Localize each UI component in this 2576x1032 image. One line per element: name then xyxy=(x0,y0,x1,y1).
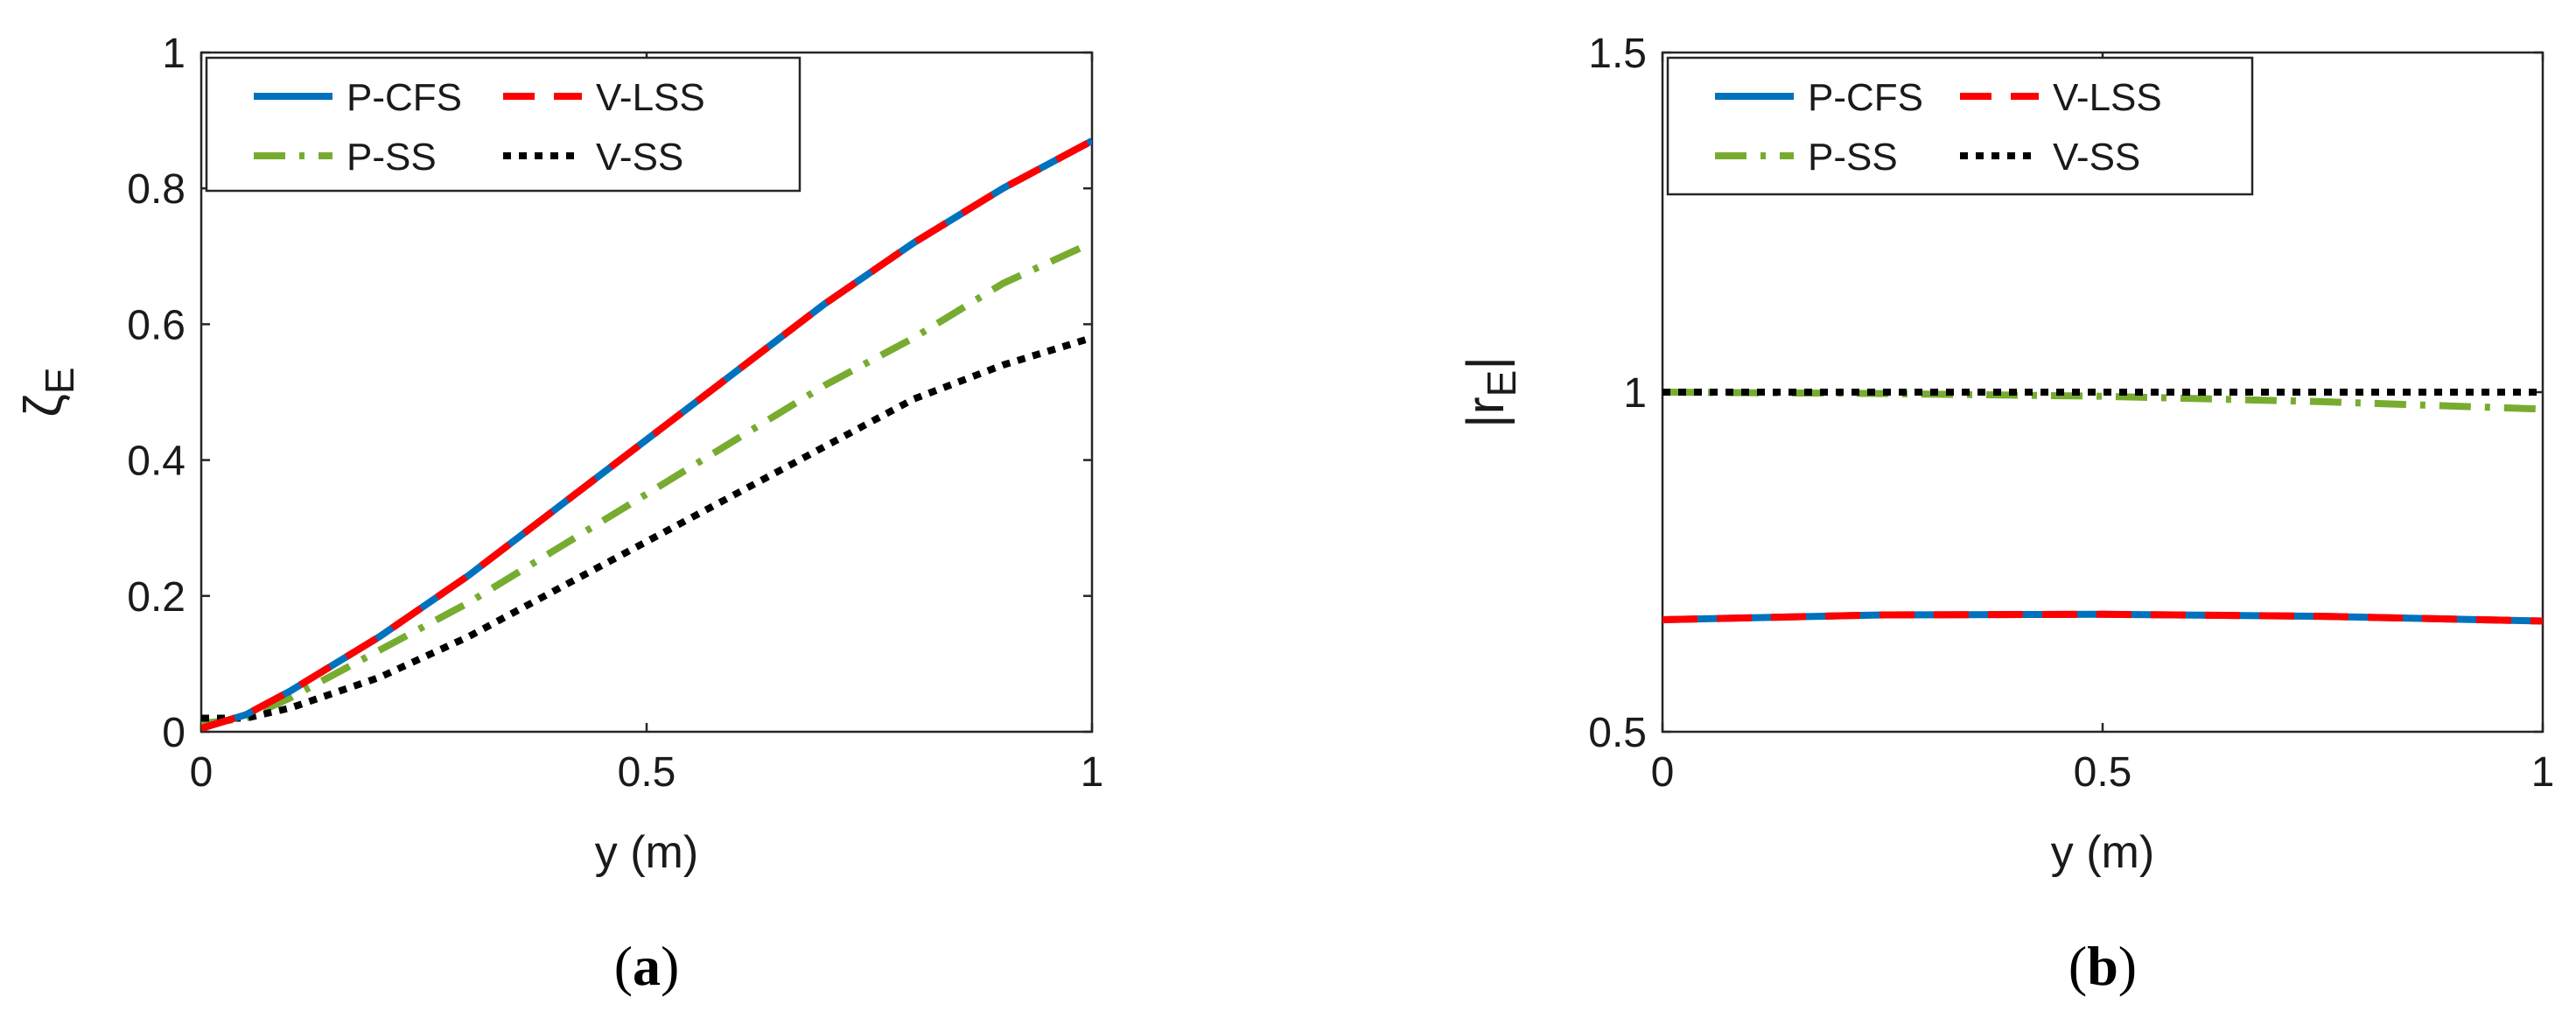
y-tick-label: 0.5 xyxy=(1588,710,1647,756)
legend-label-p-ss: P-SS xyxy=(1808,136,1898,179)
series-line-p-ss xyxy=(201,239,1092,727)
y-tick-label: 0.6 xyxy=(127,302,186,348)
x-axis-label: y (m) xyxy=(595,827,698,878)
series-line-v-ss xyxy=(201,334,1092,722)
chart-panel-1: 0 0.5 1 0 0.2 0.4 0.6 0.8 1 y (m) ζE P-CFS V-LSS P-SS… xyxy=(14,31,1103,997)
series-line-v-lss xyxy=(201,137,1092,732)
legend-label-p-cfs: P-CFS xyxy=(1808,76,1923,119)
y-tick-label: 0 xyxy=(162,710,186,756)
legend-label-v-ss: V-SS xyxy=(596,136,683,179)
y-axis-label: ζE xyxy=(14,367,82,417)
legend-label-p-ss: P-SS xyxy=(346,136,437,179)
y-axis-label-suffix: | xyxy=(1456,356,1515,370)
y-tick-label: 1 xyxy=(1623,370,1647,417)
y-axis-label-subscript: E xyxy=(37,367,82,394)
y-tick-label: 0.2 xyxy=(127,574,186,621)
y-tick-label: 0.8 xyxy=(127,166,186,213)
y-axis-label-main: ζ xyxy=(14,394,73,417)
legend-label-v-lss: V-LSS xyxy=(596,76,705,119)
series-lines xyxy=(201,137,1092,732)
legend-label-v-lss: V-LSS xyxy=(2053,76,2162,119)
x-tick-label: 0 xyxy=(1651,749,1675,796)
y-tick-label: 1.5 xyxy=(1588,31,1647,77)
y-axis-label-subscript: E xyxy=(1479,370,1524,397)
x-tick-label: 0.5 xyxy=(618,749,676,796)
legend: P-CFS V-LSS P-SS V-SS xyxy=(1666,56,2254,196)
x-axis-label: y (m) xyxy=(2051,827,2154,878)
panel-label: (a) xyxy=(614,935,680,997)
y-tick-label: 1 xyxy=(162,31,186,77)
y-axis-label: |rE| xyxy=(1456,356,1524,428)
x-tick-label: 1 xyxy=(2531,749,2555,796)
series-line-v-lss xyxy=(1662,610,2543,625)
y-tick-label: 0.4 xyxy=(127,439,186,485)
panel-label: (b) xyxy=(2068,935,2137,997)
legend-label-v-ss: V-SS xyxy=(2053,136,2140,179)
x-tick-label: 1 xyxy=(1081,749,1104,796)
y-axis-label-main: |r xyxy=(1456,397,1515,428)
x-tick-label: 0.5 xyxy=(2074,749,2132,796)
series-lines xyxy=(1662,389,2543,625)
x-tick-label: 0 xyxy=(190,749,214,796)
legend-box xyxy=(205,56,802,193)
legend-label-p-cfs: P-CFS xyxy=(346,76,462,119)
legend-box xyxy=(1666,56,2254,196)
legend: P-CFS V-LSS P-SS V-SS xyxy=(205,56,802,193)
